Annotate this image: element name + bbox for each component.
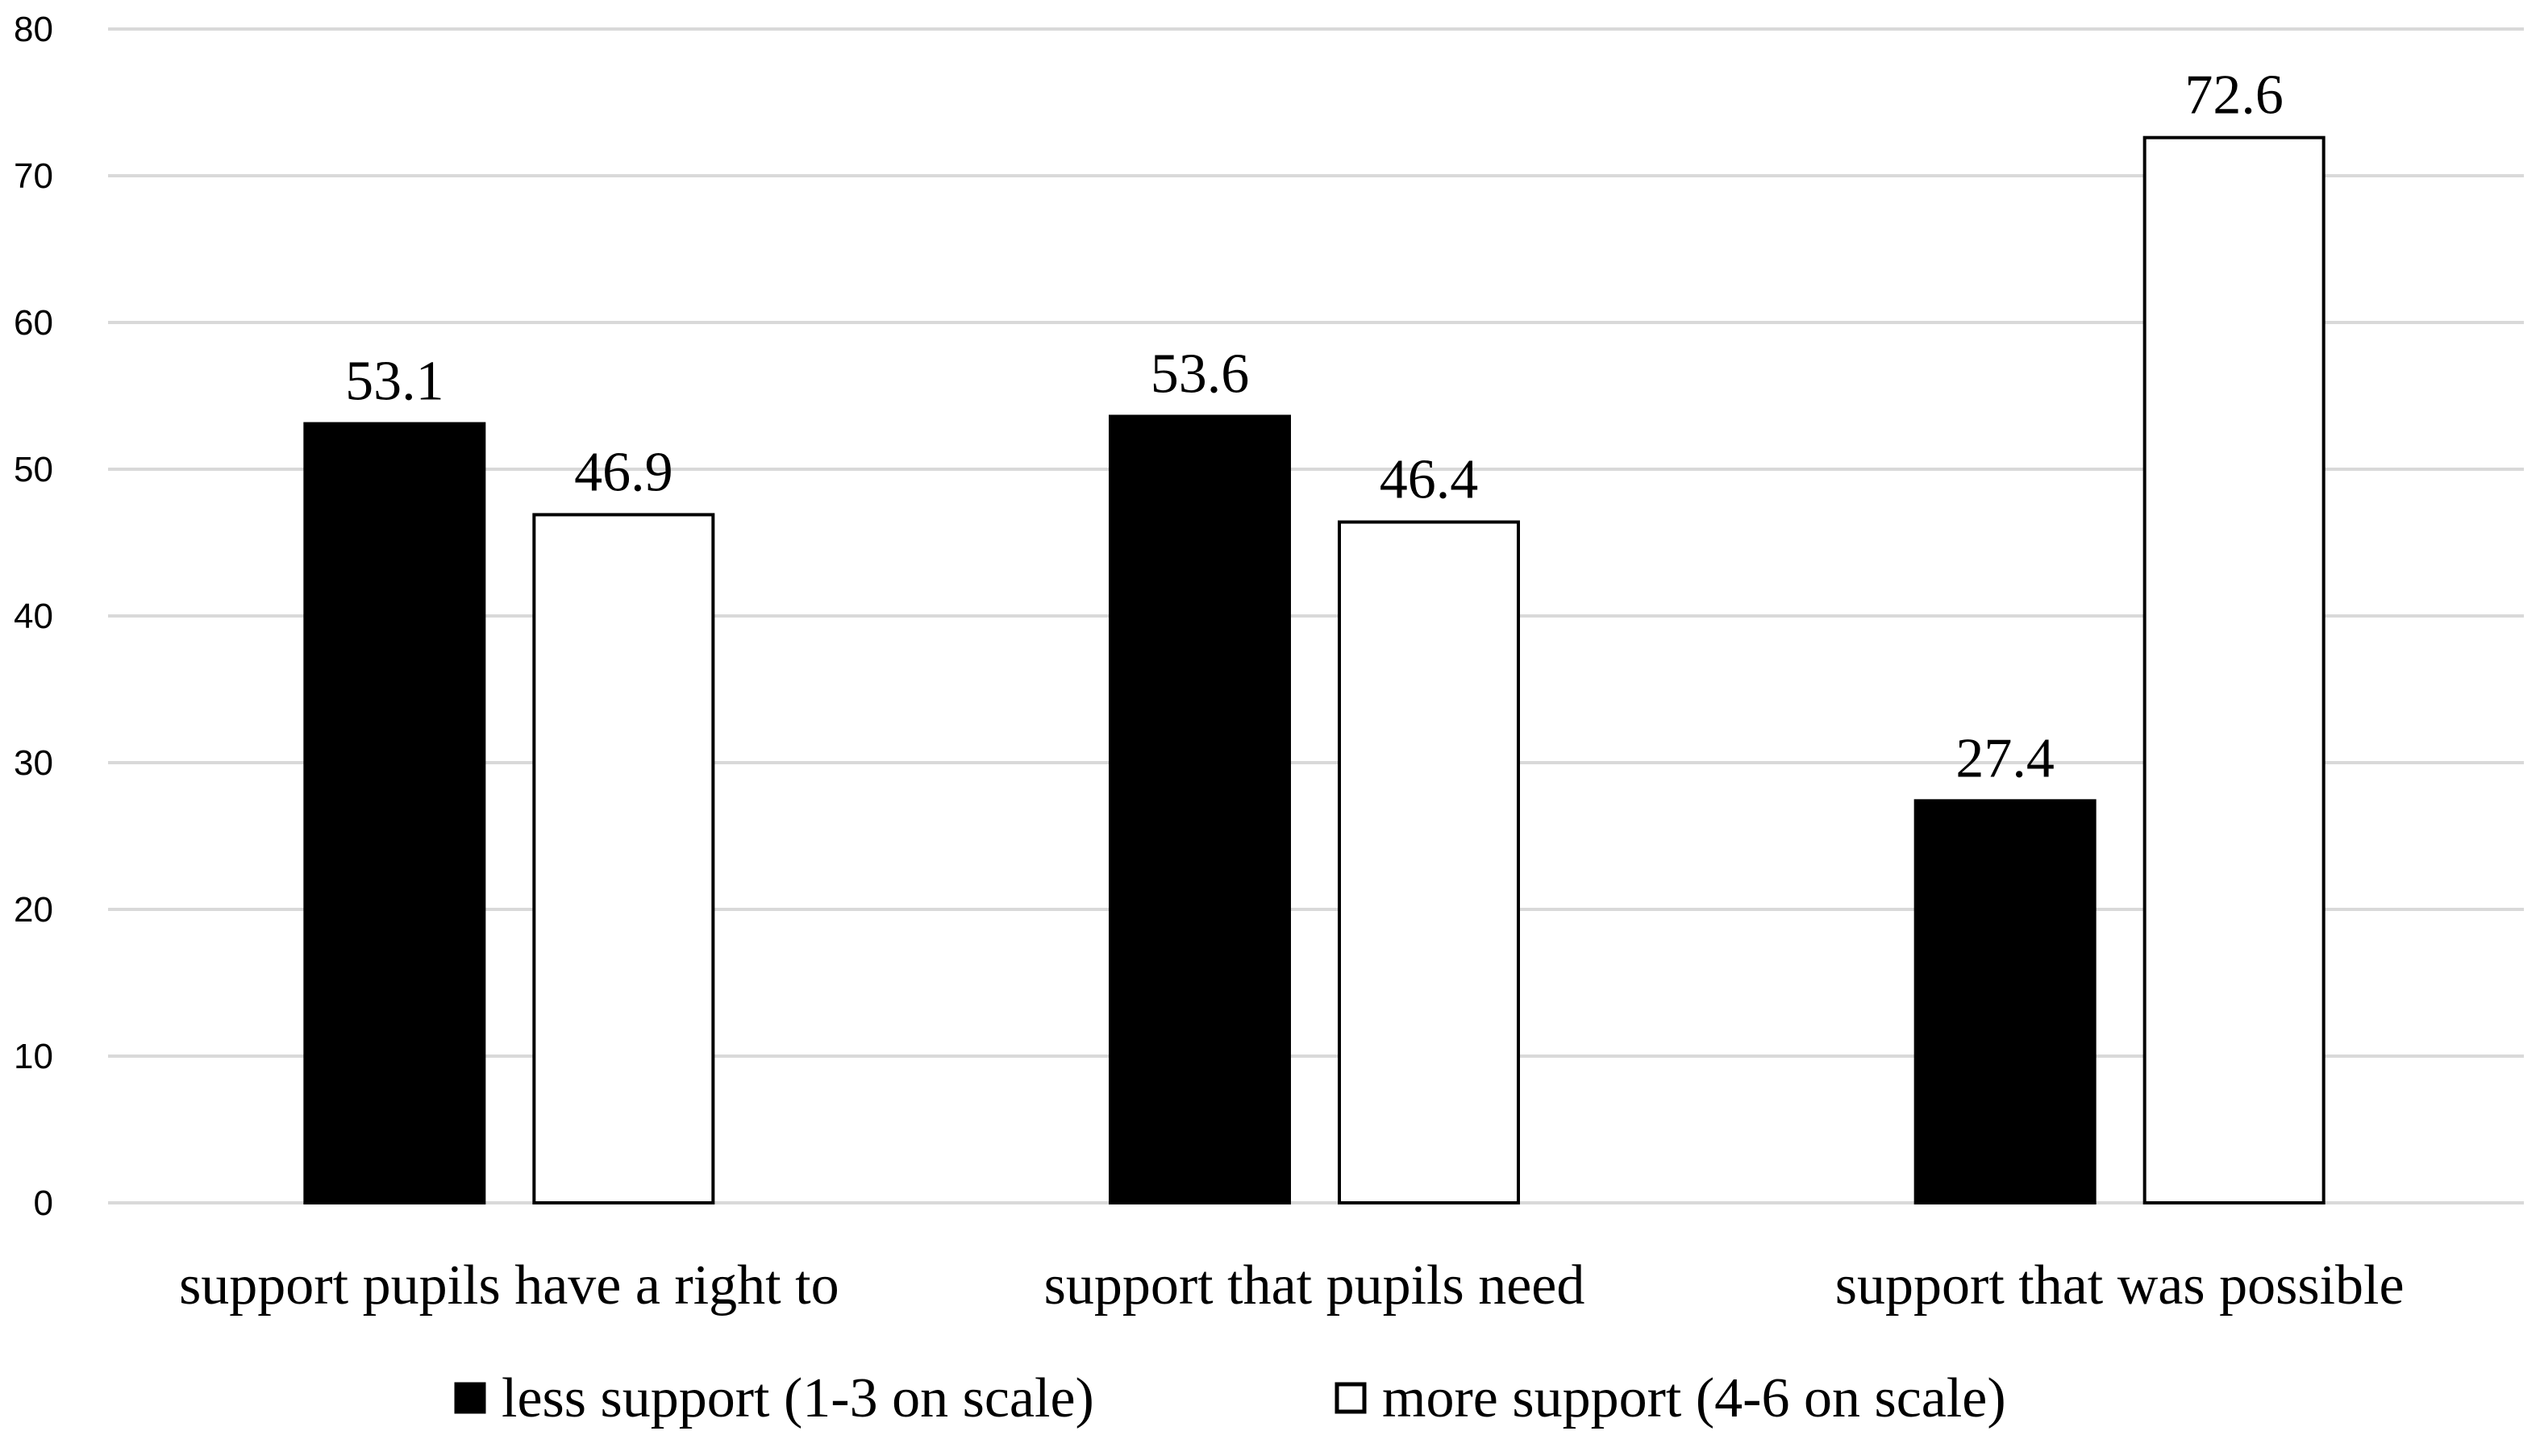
gridlines [108, 27, 2524, 1204]
y-tick-label: 20 [14, 890, 53, 930]
y-tick-label: 80 [14, 10, 53, 49]
y-tick-label: 60 [14, 303, 53, 343]
data-label: 46.9 [574, 441, 673, 503]
bars [303, 135, 2326, 1204]
y-axis-ticks: 0 10 20 30 40 50 60 70 80 [14, 10, 53, 1223]
y-tick-label: 50 [14, 450, 53, 489]
legend: less support (1-3 on scale) more support … [454, 1367, 2006, 1429]
y-tick-label: 40 [14, 597, 53, 636]
bar [303, 422, 486, 1204]
legend-label: more support (4-6 on scale) [1382, 1367, 2006, 1429]
data-label: 27.4 [1955, 727, 2055, 789]
data-label: 46.4 [1380, 449, 1479, 511]
data-label: 53.6 [1151, 343, 1250, 405]
y-tick-label: 0 [34, 1184, 53, 1223]
y-tick-label: 70 [14, 156, 53, 196]
data-label: 53.1 [345, 351, 444, 413]
category-label: support that was possible [1835, 1254, 2405, 1317]
bar [2142, 135, 2326, 1204]
y-tick-label: 10 [14, 1037, 53, 1076]
category-label: support pupils have a right to [179, 1254, 839, 1317]
bar [1109, 414, 1291, 1204]
bar [1913, 799, 2097, 1204]
bar [532, 513, 715, 1204]
data-label: 72.6 [2184, 64, 2284, 127]
legend-label: less support (1-3 on scale) [502, 1367, 1094, 1429]
legend-swatch [1335, 1382, 1367, 1414]
bar [1338, 520, 1520, 1204]
category-label: support that pupils need [1044, 1254, 1585, 1317]
legend-swatch [454, 1382, 486, 1414]
data-labels: 53.1 46.9 53.6 46.4 27.4 72.6 [345, 64, 2284, 790]
x-axis-categories: support pupils have a right to support th… [179, 1254, 2404, 1317]
y-tick-label: 30 [14, 743, 53, 783]
